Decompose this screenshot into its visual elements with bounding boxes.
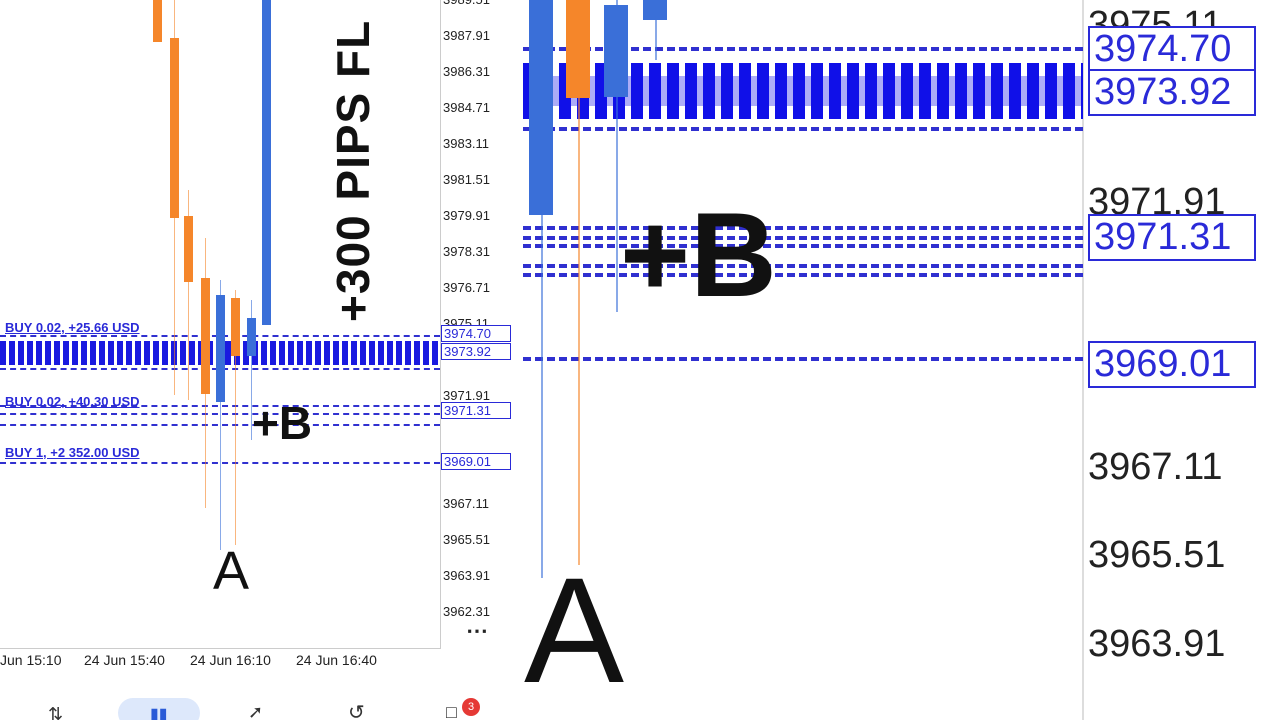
annotation: A	[213, 541, 250, 601]
order-label: BUY 0.02, +40.30 USD	[5, 394, 140, 409]
trade-icon[interactable]: ⇅	[48, 704, 64, 720]
price-label: 3971.91	[443, 388, 490, 403]
annotation: +300 PIPS FL	[327, 19, 379, 322]
separator	[512, 0, 520, 720]
order-line	[523, 226, 1083, 230]
order-line	[523, 273, 1083, 277]
order-line	[523, 357, 1083, 361]
price-label: 3965.51	[443, 532, 490, 547]
toolbar: ⇅ ▮▮ ➚ ↺ □ 3	[0, 690, 512, 720]
candle	[247, 318, 256, 356]
time-label: 24 Jun 16:10	[190, 652, 271, 668]
wick	[220, 280, 221, 550]
price-tag: 3969.01	[1088, 340, 1256, 388]
order-line	[523, 127, 1083, 131]
messages-icon[interactable]: □	[446, 702, 457, 720]
chart-icon: ▮▮	[150, 706, 168, 720]
candle	[604, 5, 628, 97]
price-label: 3976.71	[443, 280, 490, 295]
time-label: 24 Jun 15:40	[84, 652, 165, 668]
order-line	[523, 236, 1083, 240]
time-label: 24 Jun 16:40	[296, 652, 377, 668]
price-label: 3963.91	[1088, 622, 1226, 665]
price-label: 3984.71	[443, 100, 490, 115]
price-tag: 3974.70	[441, 325, 511, 343]
candle	[201, 278, 210, 394]
wick	[541, 0, 543, 578]
price-label: 3983.11	[443, 136, 490, 151]
order-line	[523, 47, 1083, 51]
candle	[231, 298, 240, 356]
candle	[184, 216, 193, 282]
more-menu[interactable]: ⋯	[466, 618, 488, 643]
price-label: 3967.11	[443, 496, 490, 511]
price-label: 3979.91	[443, 208, 490, 223]
price-label: 3986.31	[443, 64, 490, 79]
wick	[655, 0, 657, 60]
right-axis-line	[1082, 0, 1084, 720]
candle	[153, 0, 162, 42]
analytics-icon[interactable]: ➚	[248, 702, 264, 720]
wick	[235, 290, 236, 545]
price-tag: 3969.01	[441, 453, 511, 471]
price-label: 3981.51	[443, 172, 490, 187]
candle	[643, 0, 667, 20]
candle	[566, 0, 590, 98]
history-icon[interactable]: ↺	[348, 702, 365, 720]
order-label: BUY 1, +2 352.00 USD	[5, 445, 140, 460]
annotation: A	[524, 546, 625, 714]
order-line	[523, 244, 1083, 248]
price-tag: 3973.92	[441, 342, 511, 360]
order-label: BUY 0.02, +25.66 USD	[5, 320, 140, 335]
chart-tab[interactable]	[118, 698, 200, 720]
wick	[616, 0, 618, 312]
wick	[251, 300, 252, 440]
candle	[170, 38, 179, 218]
price-tag: 3974.70	[1088, 26, 1256, 74]
price-tag: 3971.31	[441, 401, 511, 419]
wick	[578, 0, 580, 565]
candle	[216, 295, 225, 402]
order-line	[523, 264, 1083, 268]
price-label: 3967.11	[1088, 446, 1223, 488]
left-chart-area	[0, 0, 441, 649]
price-tag: 3971.31	[1088, 213, 1256, 261]
price-label: 3963.91	[443, 568, 490, 583]
annotation: +B	[620, 188, 777, 322]
wick	[188, 190, 189, 400]
price-tag: 3973.92	[1088, 69, 1256, 117]
price-label: 3987.91	[443, 28, 490, 43]
badge: 3	[462, 698, 480, 716]
price-label: 3962.31	[443, 604, 490, 619]
annotation: +B	[252, 397, 313, 449]
time-label: Jun 15:10	[0, 652, 62, 668]
candle	[262, 0, 271, 325]
candle	[529, 0, 553, 215]
price-label: 3965.51	[1088, 534, 1226, 577]
price-label: 3978.31	[443, 244, 490, 259]
price-label: 3989.51	[443, 0, 490, 7]
